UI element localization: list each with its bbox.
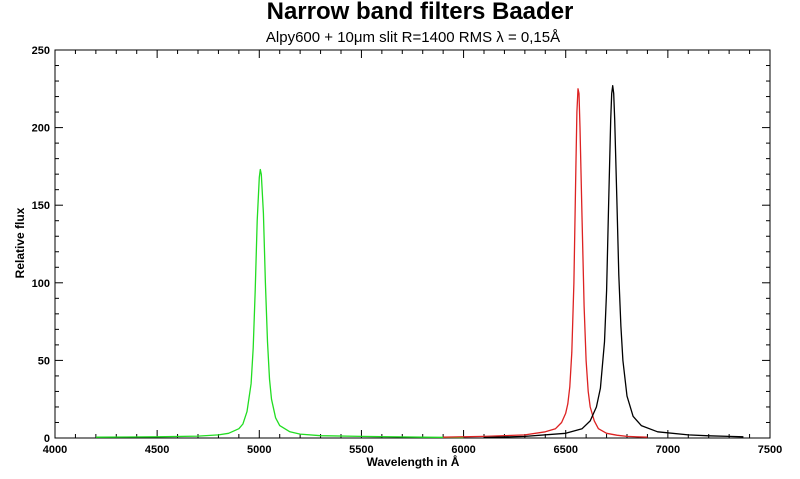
x-tick-label: 5500 [349, 444, 373, 456]
series-line-1 [95, 168, 464, 439]
x-tick-label: 7000 [656, 444, 680, 456]
chart-subtitle: Alpy600 + 10μm slit R=1400 RMS λ = 0,15Å [266, 29, 560, 46]
x-tick-label: 5000 [247, 444, 271, 456]
y-tick-label: 0 [44, 433, 50, 445]
y-tick-label: 250 [32, 45, 50, 57]
plot-area: 4000 4500 5000 5500 6000 6500 7000 7500 0 50 100 15… [32, 45, 783, 456]
y-tick-label: 200 [32, 123, 50, 135]
x-tick-label: 6500 [553, 444, 577, 456]
x-tick-label: 7500 [758, 444, 782, 456]
plot-frame [54, 49, 771, 439]
x-tick-label: 4000 [43, 444, 67, 456]
x-tick-label: 6000 [451, 444, 475, 456]
y-tick-label: 100 [32, 278, 50, 290]
y-tick-label: 150 [32, 200, 50, 212]
y-tick-label: 50 [38, 355, 50, 367]
chart-title: Narrow band filters Baader [267, 0, 574, 25]
y-axis-label: Relative flux [13, 207, 27, 278]
series-line-2 [443, 88, 648, 438]
series-line-3 [483, 85, 744, 439]
x-tick-label: 4500 [145, 444, 169, 456]
x-axis-label: Wavelength in Å [367, 454, 460, 469]
